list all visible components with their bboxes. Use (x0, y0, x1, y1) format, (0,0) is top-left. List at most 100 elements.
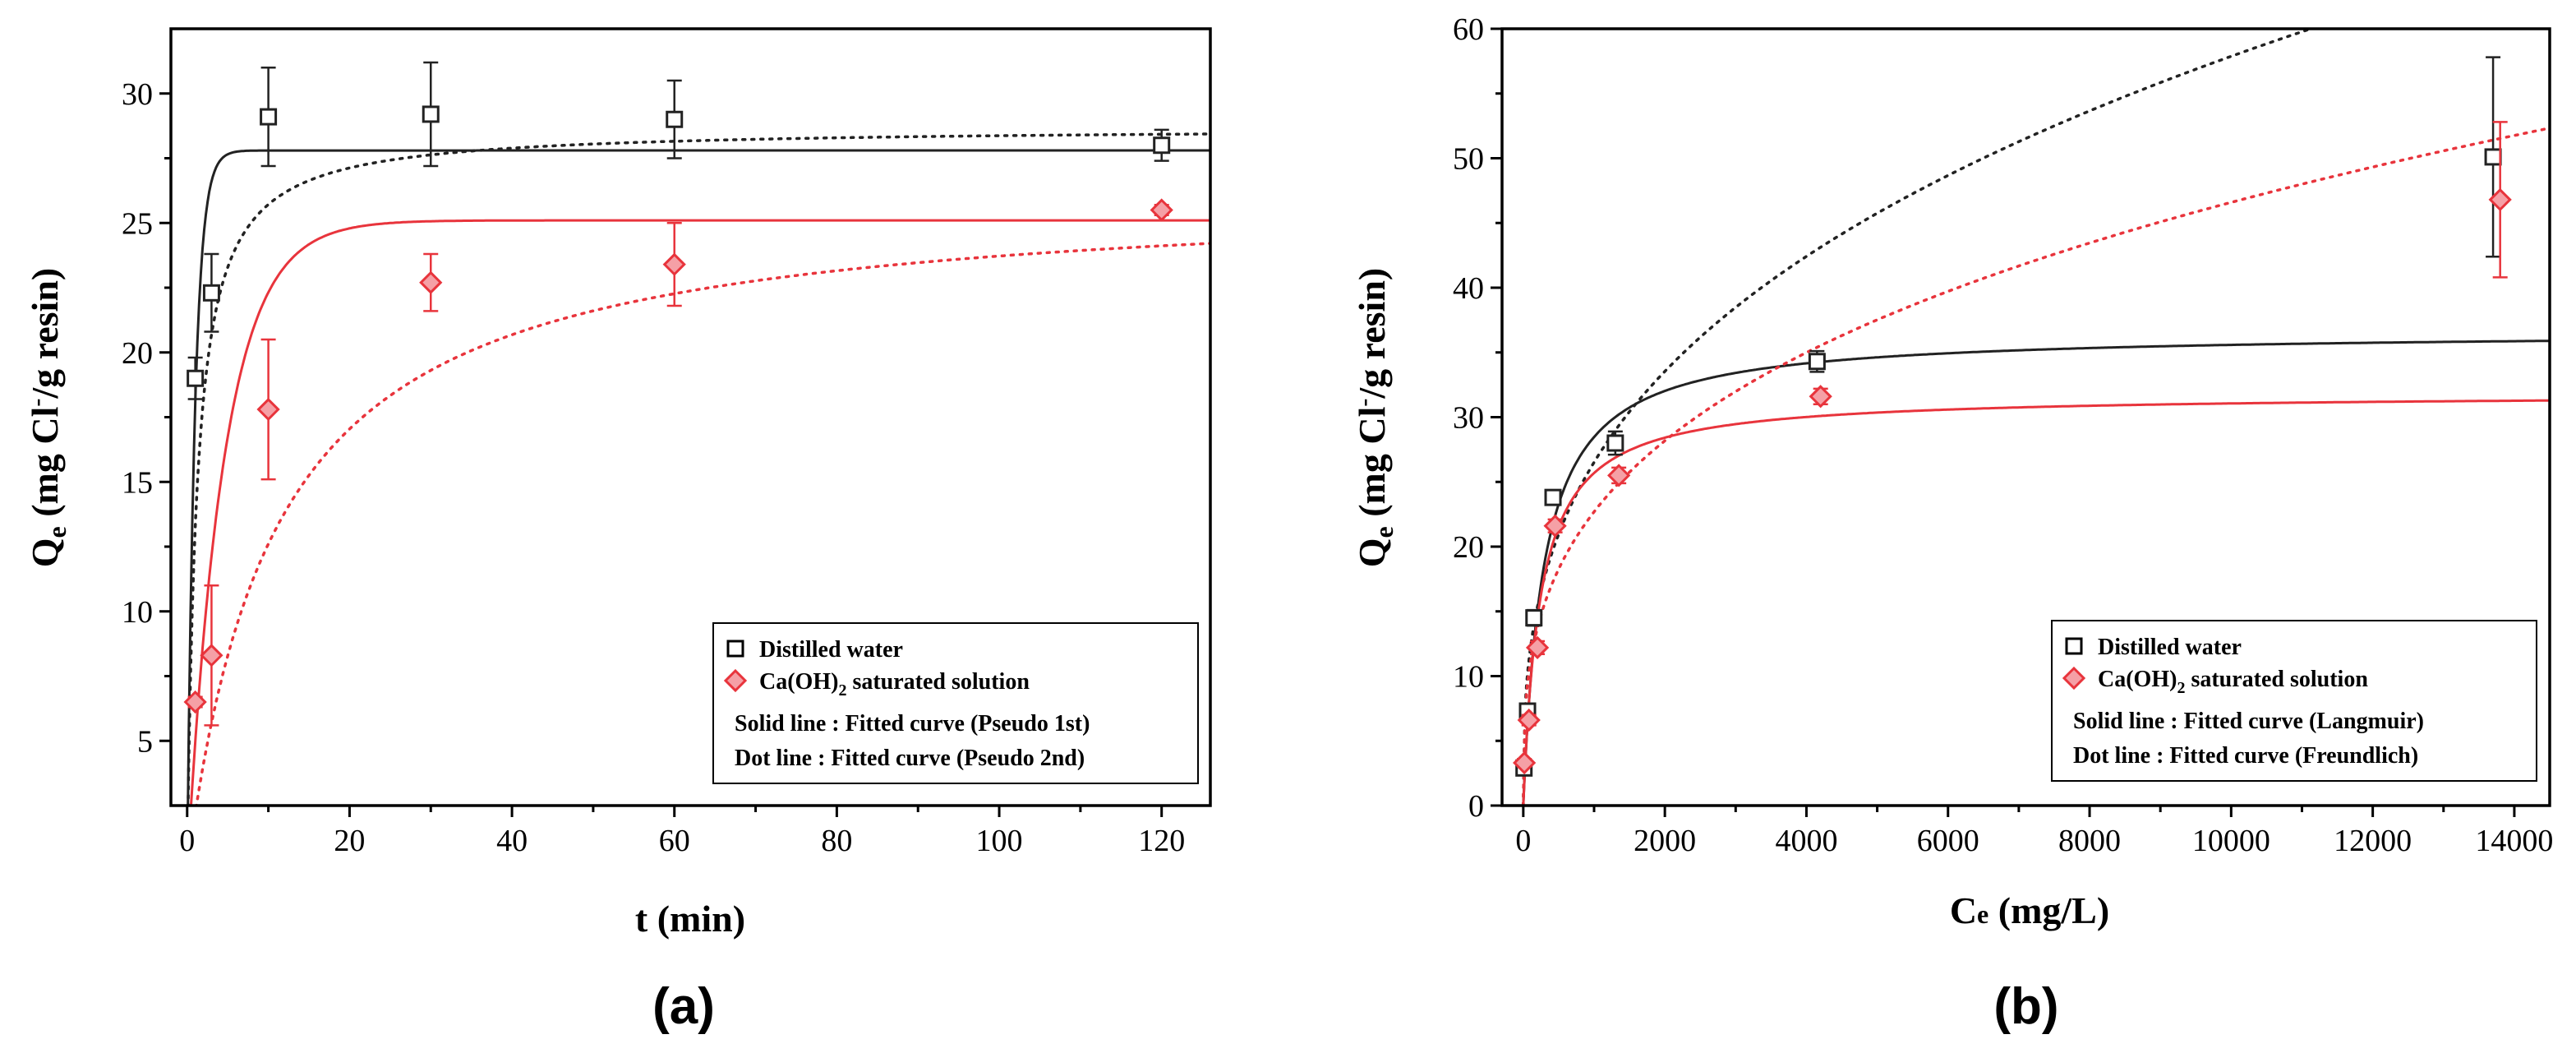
y-tick-label: 10 (122, 595, 153, 630)
data-point-distilled (1606, 430, 1624, 456)
x-tick-label: 14000 (2475, 824, 2553, 858)
data-point-caoh2 (200, 584, 223, 727)
marker-diamond (1543, 514, 1567, 538)
x-axis-a: 0 20 40 60 80 100 120 (179, 806, 1185, 858)
data-point-caoh2 (1525, 635, 1550, 659)
data-point-distilled (2484, 56, 2502, 258)
x-tick-label: 10000 (2192, 824, 2270, 858)
fit-curve-freundlich-red (1522, 127, 2550, 806)
fit-curve-pseudo-second-order-black (187, 132, 1210, 806)
x-tick-label: 20 (334, 824, 365, 858)
marker-square (422, 105, 440, 123)
legend-label-distilled-a: Distilled water (759, 637, 903, 663)
legend-note-dot-a: Dot line : Fitted curve (Pseudo 2nd) (735, 746, 1085, 771)
legend-marker-diamond-b (2062, 666, 2086, 690)
legend-label-distilled-b: Distilled water (2098, 635, 2242, 660)
plot-area-b (1513, 29, 2550, 806)
data-point-caoh2 (1517, 708, 1541, 732)
marker-diamond (1809, 385, 1832, 409)
y-tick-label: 30 (1453, 401, 1484, 436)
legend-note-dot-b: Dot line : Fitted curve (Freundlich) (2073, 743, 2418, 769)
marker-diamond (200, 644, 223, 667)
x-tick-label: 40 (496, 824, 528, 858)
x-tick-label: 2000 (1634, 824, 1696, 858)
panel-label-a: (a) (652, 978, 715, 1035)
panel-label-b: (b) (1993, 978, 2058, 1035)
x-tick-label: 0 (179, 824, 195, 858)
fit-curve-langmuir-black (1522, 339, 2550, 806)
legend-box-b (2051, 620, 2537, 782)
legend-b: Distilled water Ca(OH)2 saturated soluti… (2051, 620, 2537, 782)
y-tick-label: 0 (1468, 789, 1484, 824)
data-point-distilled (1808, 349, 1826, 373)
legend-marker-diamond-a (723, 668, 748, 693)
y-axis-label-a: Qe (mg Cl-/g resin) (23, 268, 71, 568)
data-point-caoh2 (1607, 464, 1631, 487)
y-axis-label-b: Qe (mg Cl-/g resin) (1350, 268, 1399, 568)
y-tick-label: 50 (1453, 142, 1484, 177)
data-point-distilled (260, 67, 278, 168)
data-point-distilled (666, 79, 684, 159)
marker-square (202, 284, 220, 302)
x-tick-label: 80 (821, 824, 852, 858)
x-axis-label-a: t (min) (635, 898, 745, 940)
marker-diamond (2488, 187, 2512, 212)
x-axis-b: 0 2000 4000 6000 8000 10000 12000 14000 (1515, 806, 2553, 858)
data-point-caoh2 (2488, 121, 2512, 279)
marker-square (1606, 434, 1624, 452)
x-tick-label: 100 (976, 824, 1023, 858)
marker-square (666, 110, 684, 128)
fit-curve-langmuir-red (1522, 399, 2550, 806)
y-tick-label: 60 (1453, 12, 1484, 47)
data-point-caoh2 (256, 338, 280, 481)
marker-diamond (256, 397, 280, 422)
y-tick-label: 15 (122, 465, 153, 500)
legend-marker-square-a (726, 640, 744, 658)
x-tick-label: 12000 (2334, 824, 2412, 858)
marker-square (1808, 353, 1826, 371)
x-tick-label: 6000 (1917, 824, 1979, 858)
y-tick-label: 30 (122, 77, 153, 112)
legend-note-solid-a: Solid line : Fitted curve (Pseudo 1st) (735, 711, 1090, 737)
y-axis-b: 0 10 20 30 40 50 60 (1453, 12, 1502, 824)
marker-diamond (1150, 198, 1173, 222)
chart-panel-a: 0 20 40 60 80 100 120 5 10 15 20 25 30 t (min) Qe (… (23, 27, 1212, 1035)
data-point-caoh2 (1513, 750, 1537, 775)
data-point-caoh2 (662, 222, 686, 307)
marker-diamond (1607, 464, 1631, 487)
fit-curve-pseudo-second-order-red (195, 242, 1210, 806)
marker-diamond (1517, 708, 1541, 732)
y-tick-label: 10 (1453, 660, 1484, 695)
data-point-caoh2 (1809, 385, 1832, 409)
legend-marker-square-b (2065, 637, 2083, 655)
marker-square (1544, 488, 1562, 506)
data-point-caoh2 (183, 690, 207, 714)
marker-square (1525, 609, 1543, 627)
marker-square (1153, 136, 1171, 155)
y-axis-a: 5 10 15 20 25 30 (122, 77, 171, 759)
y-tick-label: 25 (122, 206, 153, 241)
y-tick-label: 40 (1453, 271, 1484, 306)
legend-note-solid-b: Solid line : Fitted curve (Langmuir) (2073, 709, 2424, 734)
fit-curve-freundlich-black (1522, 29, 2316, 806)
legend-label-caoh2-b: Ca(OH)2 saturated solution (2098, 667, 2368, 697)
marker-square (187, 369, 205, 387)
x-axis-label-b: Ce (mg/L) (1950, 889, 2109, 931)
legend-label-caoh2-a: Ca(OH)2 saturated solution (759, 669, 1030, 700)
plot-area-a (183, 61, 1210, 806)
marker-diamond (1525, 635, 1550, 659)
y-tick-label: 20 (1453, 530, 1484, 565)
marker-diamond (662, 252, 686, 276)
marker-diamond (419, 270, 443, 294)
data-point-distilled (1525, 608, 1543, 627)
marker-square (260, 108, 278, 126)
x-tick-label: 120 (1138, 824, 1185, 858)
legend-a: Distilled water Ca(OH)2 saturated soluti… (712, 622, 1199, 784)
y-tick-label: 5 (137, 724, 153, 759)
data-point-caoh2 (1543, 514, 1567, 538)
x-tick-label: 8000 (2058, 824, 2121, 858)
data-point-distilled (422, 61, 440, 168)
chart-panel-b: 0 2000 4000 6000 8000 10000 12000 14000 0 10 20 30… (1350, 12, 2553, 1035)
data-point-caoh2 (1150, 198, 1173, 222)
